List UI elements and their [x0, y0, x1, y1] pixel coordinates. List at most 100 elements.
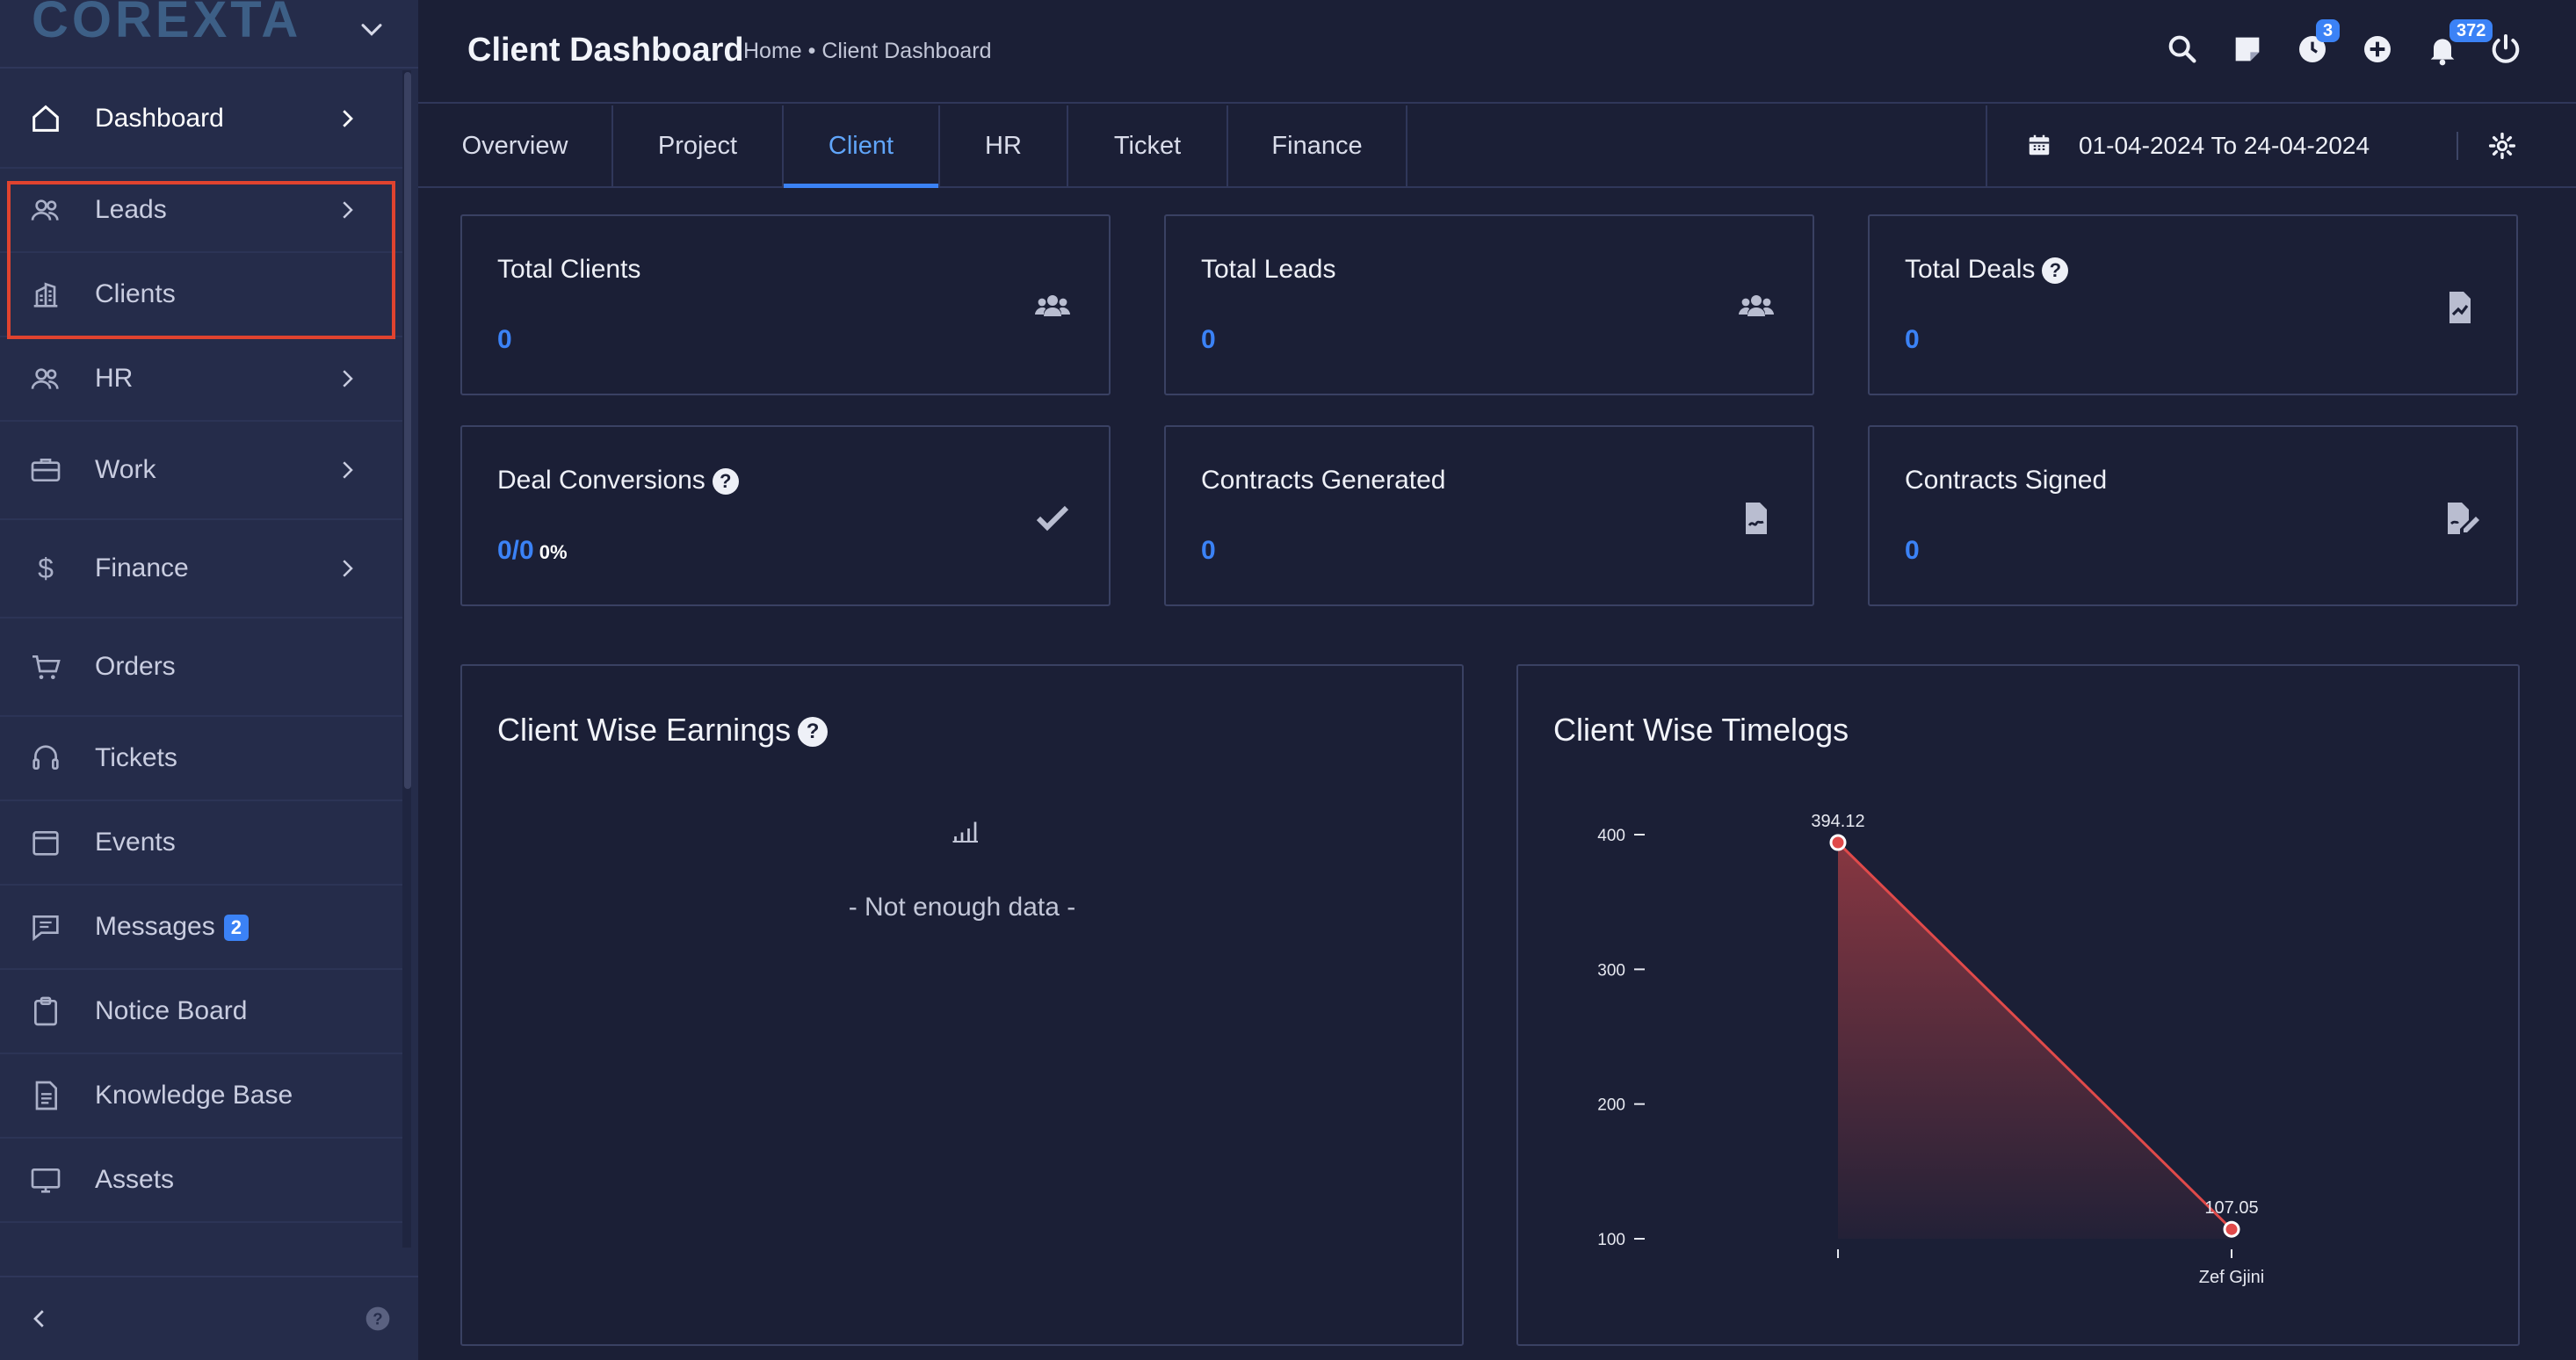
sidebar-item-work[interactable]: Work	[0, 422, 402, 520]
sidebar-item-text: Messages	[95, 912, 215, 941]
sidebar-item-label: Events	[95, 828, 176, 857]
building-icon	[33, 282, 58, 307]
help-icon[interactable]: ?	[364, 1305, 392, 1333]
card-value-text: 0/0	[497, 536, 534, 565]
timer-icon[interactable]	[2295, 32, 2330, 67]
y-tick-label: 300	[1597, 961, 1625, 980]
bell-icon[interactable]	[2425, 32, 2460, 67]
sidebar-scrollbar[interactable]	[404, 72, 411, 789]
message-icon	[33, 915, 59, 942]
sidebar-item-leads[interactable]: Leads	[0, 169, 402, 253]
chevron-right-icon	[343, 461, 353, 479]
monitor-icon	[31, 1168, 61, 1193]
data-point	[1829, 834, 1847, 851]
card-title: Total Leads	[1201, 255, 1336, 284]
help-icon[interactable]: ?	[798, 717, 829, 748]
x-tick-label: Zef Gjini	[2199, 1268, 2264, 1287]
sidebar-item-finance[interactable]: $ Finance	[0, 520, 402, 619]
page-title: Client Dashboard	[467, 32, 744, 69]
card-title: Deal Conversions?	[497, 466, 739, 496]
chevron-right-icon	[343, 560, 353, 577]
card-title-text: Total Deals	[1905, 255, 2036, 284]
date-range-picker[interactable]: 01-04-2024 To 24-04-2024	[1986, 105, 2576, 186]
search-icon[interactable]	[2165, 32, 2200, 67]
sidebar-item-clients[interactable]: Clients	[0, 253, 402, 337]
card-contracts-signed: Contracts Signed 0	[1868, 425, 2518, 606]
help-icon[interactable]: ?	[2042, 257, 2069, 285]
people-icon	[31, 368, 59, 389]
client-timelogs-panel: Client Wise Timelogs 400 300 200 100 394.12 1…	[1516, 664, 2520, 1346]
sticky-note-icon[interactable]	[2230, 32, 2265, 67]
tab-hr[interactable]: HR	[940, 105, 1068, 186]
sidebar-item-messages[interactable]: Messages 2	[0, 886, 402, 970]
timer-badge: 3	[2316, 19, 2341, 42]
svg-text:?: ?	[373, 1310, 382, 1328]
sidebar-item-hr[interactable]: HR	[0, 337, 402, 422]
home-icon	[33, 105, 59, 132]
power-icon[interactable]	[2488, 32, 2523, 67]
notification-badge: 372	[2449, 19, 2493, 42]
sidebar-item-label: Clients	[95, 279, 176, 308]
sidebar-item-orders[interactable]: Orders	[0, 619, 402, 717]
card-value: 0	[497, 325, 512, 354]
sidebar-item-knowledge-base[interactable]: Knowledge Base	[0, 1054, 402, 1139]
card-title: Total Clients	[497, 255, 641, 284]
tab-ticket[interactable]: Ticket	[1068, 105, 1228, 186]
sidebar-footer: ?	[0, 1276, 418, 1360]
sidebar-item-label: Work	[95, 455, 156, 484]
sidebar-item-label: Orders	[95, 652, 176, 681]
file-signature-icon	[2448, 503, 2479, 534]
client-earnings-panel: Client Wise Earnings? - Not enough data …	[460, 664, 1464, 1346]
series-line	[1836, 841, 2233, 1231]
sidebar-nav: Dashboard Leads Clients HR Work $	[0, 70, 402, 1223]
messages-badge: 2	[223, 915, 249, 942]
users-icon	[1739, 295, 1774, 316]
sidebar-item-notice-board[interactable]: Notice Board	[0, 970, 402, 1054]
gear-icon[interactable]	[2488, 132, 2516, 160]
date-range-text: 01-04-2024 To 24-04-2024	[2079, 132, 2370, 159]
card-deal-conversions: Deal Conversions? 0/0 0%	[460, 425, 1111, 606]
collapse-sidebar-icon[interactable]	[26, 1306, 53, 1332]
dollar-icon: $	[38, 552, 54, 584]
sidebar-item-events[interactable]: Events	[0, 801, 402, 886]
panel-title: Client Wise Timelogs	[1553, 712, 1849, 748]
sidebar-item-dashboard[interactable]: Dashboard	[0, 70, 402, 169]
add-circle-icon[interactable]	[2360, 32, 2395, 67]
tab-client[interactable]: Client	[784, 105, 940, 188]
sidebar-item-label: Knowledge Base	[95, 1081, 293, 1110]
headset-icon	[33, 745, 59, 770]
chevron-down-icon[interactable]	[357, 14, 387, 44]
bar-chart-icon	[952, 821, 978, 843]
help-icon[interactable]: ?	[712, 468, 739, 496]
dashboard-tabs: Overview Project Client HR Ticket Financ…	[418, 105, 2576, 188]
y-tick-label: 100	[1597, 1231, 1625, 1249]
data-point	[2223, 1220, 2240, 1238]
series-area	[1838, 843, 2232, 1239]
chevron-right-icon	[343, 110, 353, 127]
tab-overview[interactable]: Overview	[418, 105, 613, 186]
sidebar-item-label: Tickets	[95, 743, 177, 772]
chevron-right-icon	[343, 370, 353, 387]
card-contracts-generated: Contracts Generated 0	[1164, 425, 1814, 606]
brand-logo[interactable]: COREXTA	[32, 0, 302, 48]
tab-project[interactable]: Project	[613, 105, 784, 186]
card-value: 0	[1201, 536, 1216, 565]
conversion-percent: 0%	[539, 541, 568, 563]
chevron-right-icon	[343, 201, 353, 219]
file-chart-icon	[2449, 292, 2471, 323]
card-value: 0/0 0%	[497, 536, 568, 566]
card-title: Contracts Generated	[1201, 466, 1446, 495]
sidebar-item-tickets[interactable]: Tickets	[0, 717, 402, 801]
card-value: 0	[1201, 325, 1216, 354]
briefcase-icon	[31, 459, 61, 481]
sidebar-item-assets[interactable]: Assets	[0, 1139, 402, 1223]
divider	[2457, 132, 2458, 160]
tab-finance[interactable]: Finance	[1228, 105, 1407, 186]
sidebar-item-label: Notice Board	[95, 996, 248, 1025]
card-value: 0	[1905, 325, 1920, 354]
breadcrumb[interactable]: Home • Client Dashboard	[743, 39, 992, 63]
clipboard-icon	[34, 996, 57, 1026]
sidebar-item-label: HR	[95, 364, 134, 393]
card-title: Total Deals?	[1905, 255, 2069, 285]
empty-state-text: - Not enough data -	[848, 893, 1076, 922]
